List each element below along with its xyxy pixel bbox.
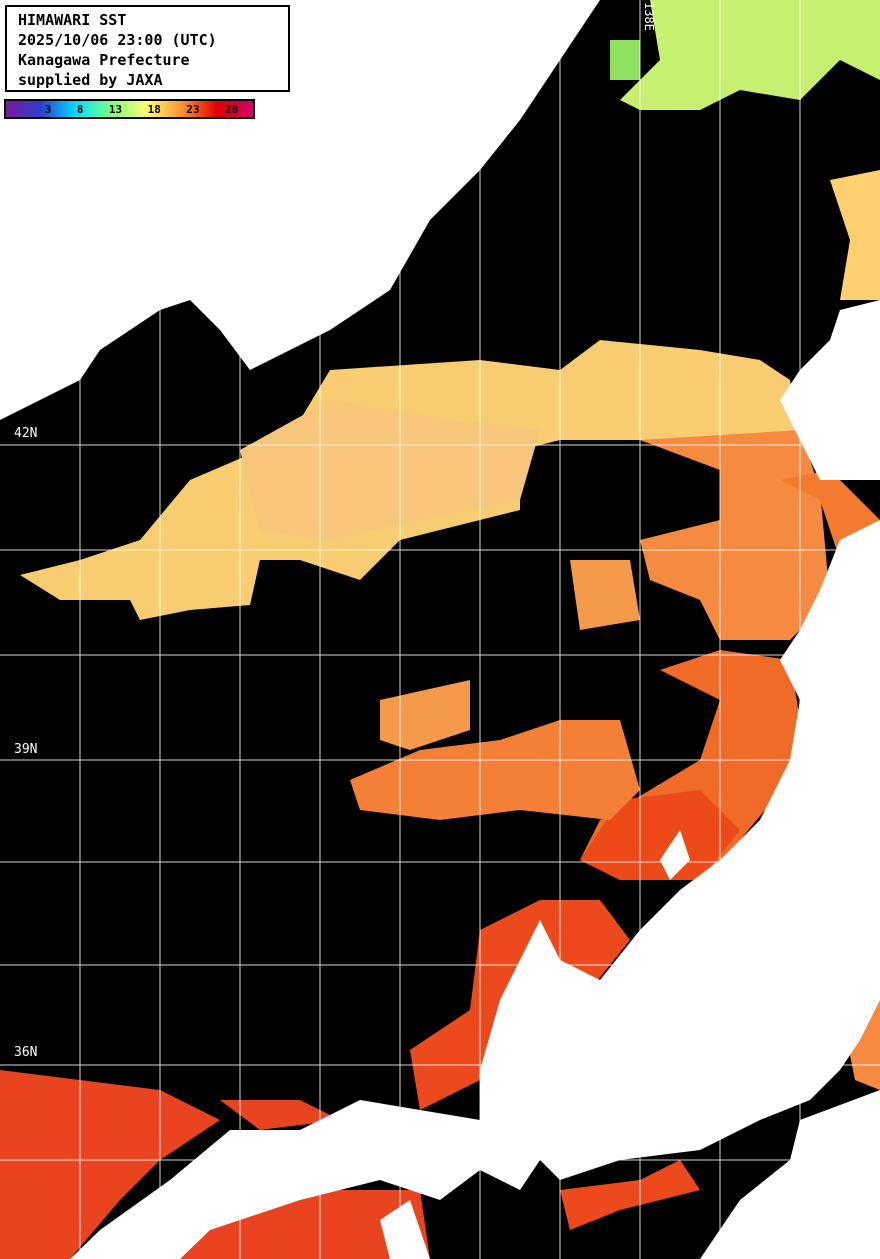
colorbar-tick: 13 — [108, 102, 123, 116]
colorbar-tick: 18 — [147, 102, 161, 116]
colorbar-tick: 23 — [186, 102, 200, 116]
lon-label-138e: 138E — [642, 2, 656, 31]
map-title: HIMAWARI SST — [18, 11, 127, 29]
lat-label-36n: 36N — [14, 1045, 38, 1060]
color-scale-legend: 3 8 13 18 23 28 — [4, 99, 255, 119]
map-datetime: 2025/10/06 23:00 (UTC) — [18, 31, 217, 49]
lat-label-42n: 42N — [14, 426, 38, 441]
map-credit: supplied by JAXA — [18, 71, 163, 89]
title-box: HIMAWARI SST 2025/10/06 23:00 (UTC) Kana… — [5, 5, 290, 92]
colorbar-tick: 3 — [44, 102, 52, 116]
map-region: Kanagawa Prefecture — [18, 51, 190, 69]
colorbar-tick: 28 — [224, 102, 239, 116]
lat-label-39n: 39N — [14, 742, 38, 757]
colorbar-tick: 8 — [76, 102, 84, 116]
